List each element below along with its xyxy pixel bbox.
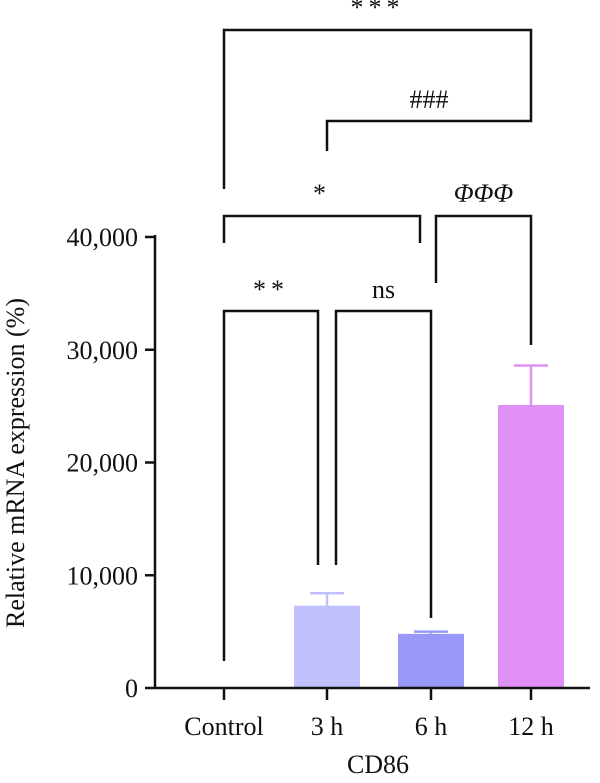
significance-bracket: *** bbox=[222, 0, 533, 189]
bar-series bbox=[294, 404, 564, 688]
bar-3-h bbox=[294, 605, 360, 688]
bracket-line bbox=[222, 28, 533, 189]
bar-6-h bbox=[398, 633, 464, 688]
significance-bracket: * bbox=[222, 179, 422, 243]
y-tick-label: 10,000 bbox=[67, 561, 139, 590]
x-tick-label: Control bbox=[184, 712, 263, 741]
y-axis-label: Relative mRNA expression (%) bbox=[1, 298, 30, 628]
significance-brackets: *** ### * ΦΦΦ ** ns bbox=[222, 0, 533, 661]
significance-bracket: ns bbox=[334, 275, 433, 618]
x-tick-label: 6 h bbox=[415, 712, 448, 741]
x-tick-label: 12 h bbox=[508, 712, 554, 741]
y-tick-label: 40,000 bbox=[67, 223, 139, 252]
significance-bracket: ** bbox=[222, 275, 320, 661]
significance-label: ** bbox=[253, 275, 289, 304]
significance-label: * bbox=[313, 179, 331, 208]
significance-label: ΦΦΦ bbox=[454, 179, 514, 208]
bar-12-h bbox=[498, 404, 564, 688]
significance-label: ns bbox=[372, 275, 395, 304]
bracket-line bbox=[434, 214, 533, 345]
bracket-line bbox=[334, 309, 433, 618]
x-axis-label: CD86 bbox=[347, 750, 409, 779]
significance-label: ### bbox=[410, 85, 449, 114]
error-bars bbox=[310, 364, 548, 634]
x-tick-label: 3 h bbox=[311, 712, 344, 741]
x-ticks: Control 3 h 6 h 12 h bbox=[184, 688, 554, 741]
significance-bracket: ΦΦΦ bbox=[434, 179, 533, 345]
significance-label: *** bbox=[351, 0, 405, 22]
bracket-line bbox=[325, 96, 533, 151]
y-ticks: 0 10,000 20,000 30,000 40,000 bbox=[67, 223, 155, 703]
y-tick-label: 30,000 bbox=[67, 336, 139, 365]
y-tick-label: 20,000 bbox=[67, 449, 139, 478]
bracket-line bbox=[222, 309, 320, 661]
significance-bracket: ### bbox=[325, 85, 533, 151]
y-tick-label: 0 bbox=[125, 674, 138, 703]
bracket-line bbox=[222, 214, 422, 243]
